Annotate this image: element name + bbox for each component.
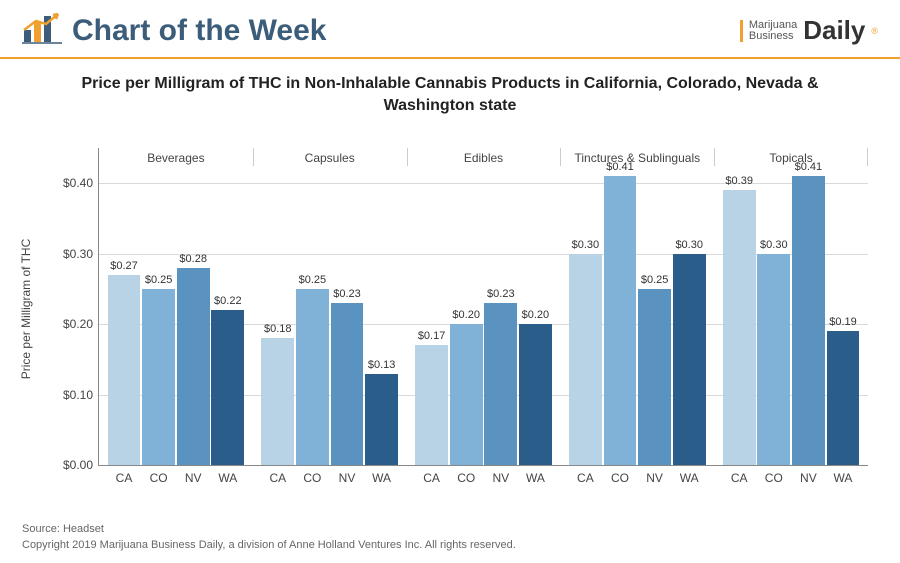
x-tick-label: CA [116,471,133,485]
bar [261,338,294,465]
chart-title: Price per Milligram of THC in Non-Inhala… [60,73,840,116]
bar [673,254,706,465]
group-label: Edibles [464,151,503,165]
x-tick-label: WA [834,471,853,485]
bar-value-label: $0.22 [214,295,242,307]
bar [638,289,671,465]
bar-value-label: $0.27 [110,260,138,272]
mj-daily-text: Daily [803,15,865,46]
x-tick-label: NV [800,471,817,485]
x-tick-label: WA [680,471,699,485]
chart-area: Price per Milligram of THC $0.00 $0.10 $0.… [20,124,880,494]
group-separator [867,148,868,166]
bar [211,310,244,465]
bar-value-label: $0.13 [368,359,396,371]
mj-text-line2: Business [749,31,797,42]
bar [569,254,602,465]
header: Chart of the Week Marijuana Business Dai… [0,0,900,59]
bar [331,303,364,465]
bar-value-label: $0.20 [452,309,480,321]
copyright-text: Copyright 2019 Marijuana Business Daily,… [22,538,516,553]
bar [415,345,448,465]
mj-business-stack: Marijuana Business [740,20,797,42]
x-tick-label: CO [303,471,321,485]
bar-value-label: $0.30 [572,239,600,251]
bar [757,254,790,465]
bar [792,176,825,465]
group-label: Tinctures & Sublinguals [574,151,700,165]
x-tick-label: CA [269,471,286,485]
y-tick-label: $0.40 [51,176,93,190]
bar [142,289,175,465]
bar [450,324,483,465]
x-tick-label: NV [339,471,356,485]
bar [296,289,329,465]
bar [365,374,398,466]
y-tick-label: $0.10 [51,388,93,402]
group-separator [560,148,561,166]
x-tick-label: CO [457,471,475,485]
x-tick-label: CO [611,471,629,485]
bar-value-label: $0.25 [299,274,327,286]
group-separator [407,148,408,166]
bar [519,324,552,465]
x-tick-label: CA [423,471,440,485]
bar-value-label: $0.41 [606,161,634,173]
x-tick-label: CA [577,471,594,485]
bar [604,176,637,465]
bar-value-label: $0.18 [264,323,292,335]
barchart-icon [22,12,62,49]
bar [484,303,517,465]
x-tick-label: CA [731,471,748,485]
logo-mj-daily: Marijuana Business Daily ® [740,15,878,46]
logo-chart-of-week: Chart of the Week [22,12,327,49]
bar [177,268,210,465]
bar-value-label: $0.39 [725,175,753,187]
bar-value-label: $0.25 [145,274,173,286]
footer: Source: Headset Copyright 2019 Marijuana… [22,522,516,553]
bar-value-label: $0.19 [829,316,857,328]
bar-value-label: $0.23 [487,288,515,300]
y-tick-label: $0.20 [51,317,93,331]
bar-value-label: $0.30 [675,239,703,251]
x-tick-label: NV [185,471,202,485]
bar-value-label: $0.25 [641,274,669,286]
x-tick-label: NV [646,471,663,485]
x-tick-label: CO [765,471,783,485]
plot-region: $0.00$0.10$0.20$0.30$0.40Beverages$0.27C… [98,148,868,466]
bar-value-label: $0.30 [760,239,788,251]
chart-of-week-text: Chart of the Week [72,14,327,48]
x-tick-label: WA [526,471,545,485]
group-label: Capsules [305,151,355,165]
bar [108,275,141,465]
bar-value-label: $0.23 [333,288,361,300]
group-label: Beverages [147,151,204,165]
x-tick-label: NV [492,471,509,485]
y-tick-label: $0.00 [51,458,93,472]
y-axis-title: Price per Milligram of THC [19,239,33,379]
x-tick-label: CO [150,471,168,485]
bar [723,190,756,465]
source-text: Source: Headset [22,522,516,537]
bar [827,331,860,465]
bar-value-label: $0.41 [795,161,823,173]
registered-icon: ® [871,26,878,36]
x-tick-label: WA [372,471,391,485]
bar-value-label: $0.28 [179,253,207,265]
mj-text-line1: Marijuana [749,20,797,31]
bar-value-label: $0.17 [418,330,446,342]
group-separator [714,148,715,166]
bar-value-label: $0.20 [522,309,550,321]
y-tick-label: $0.30 [51,247,93,261]
x-tick-label: WA [218,471,237,485]
group-separator [253,148,254,166]
